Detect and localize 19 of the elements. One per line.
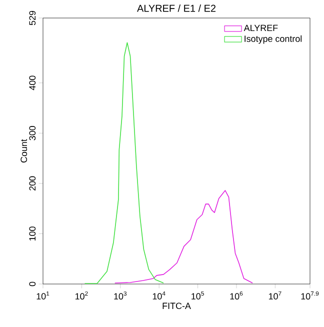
y-axis-title: Count: [20, 139, 28, 163]
y-tick-label: 529: [29, 10, 36, 26]
x-tick-label: 10$^{3}$: [114, 291, 127, 300]
x-tick-label: 10$^{6}$: [230, 291, 243, 300]
x-tick-label: 10$^{1}$: [36, 291, 50, 300]
y-tick-label: 300: [29, 126, 36, 140]
legend-label: ALYREF: [244, 24, 278, 32]
chart-title: ALYREF / E1 / E2: [137, 4, 216, 12]
x-axis-title: FITC-A: [162, 302, 191, 310]
legend-label: Isotype control: [244, 35, 302, 44]
x-tick-label: 10$^{2}$: [75, 291, 88, 300]
y-tick-label: 100: [29, 226, 36, 241]
y-tick-label: 200: [29, 176, 36, 190]
y-tick-label: 0: [29, 282, 36, 286]
x-tick-label: 10$^{4}$: [152, 291, 166, 300]
x-tick-label: 10$^{7.9}$: [301, 291, 319, 300]
y-tick-label: 400: [29, 76, 36, 90]
x-tick-label: 10$^{5}$: [192, 291, 204, 300]
x-tick-label: 10$^{7}$: [268, 291, 282, 300]
